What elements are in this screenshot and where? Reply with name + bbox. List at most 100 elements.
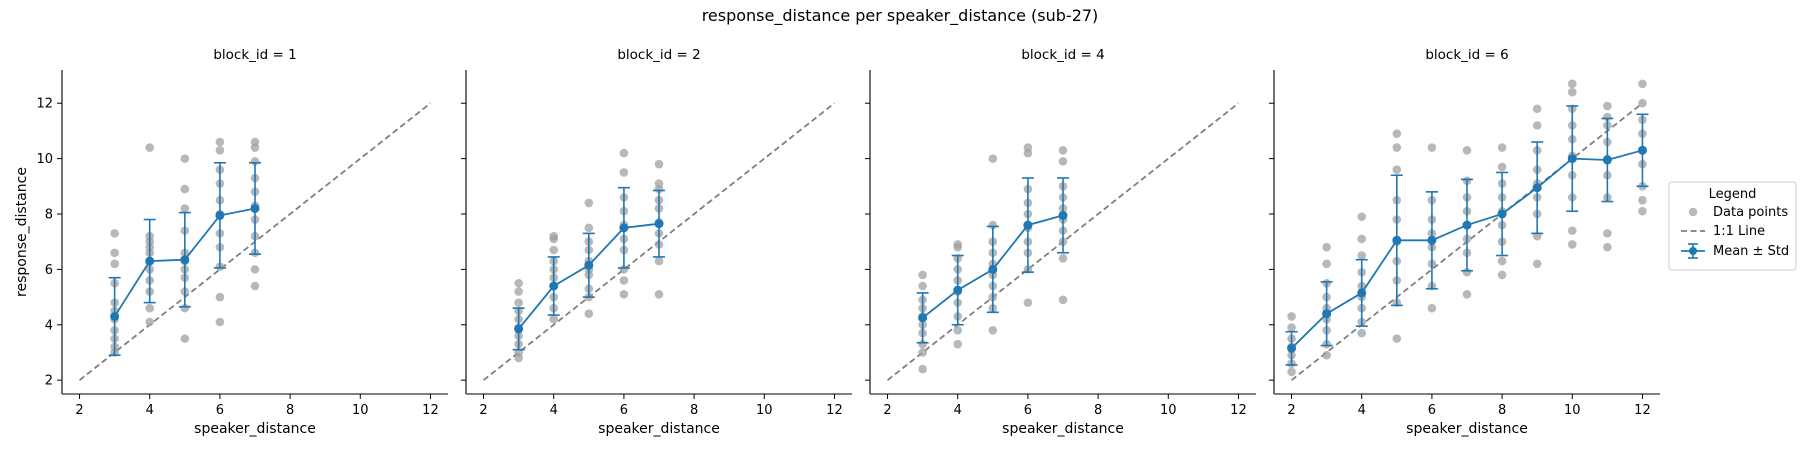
mean-marker [145, 256, 155, 266]
panel-4: block_id = 6 2 4 6 8 10 12 speaker_distance [1269, 47, 1660, 437]
y-tick-label: 6 [45, 263, 53, 278]
data-point [654, 179, 664, 188]
data-point [654, 256, 664, 266]
mean-marker [1023, 220, 1033, 230]
data-point [1567, 226, 1577, 235]
data-point [549, 245, 559, 255]
mean-marker [180, 255, 190, 265]
mean-marker [918, 313, 928, 323]
data-point [1023, 298, 1033, 307]
x-tick-label: 6 [620, 403, 628, 418]
mean-marker [1602, 155, 1612, 165]
data-point [619, 148, 629, 158]
data-point [654, 290, 664, 299]
x-tick-label: 10 [1564, 403, 1581, 418]
data-point [1497, 270, 1507, 280]
data-point [1058, 146, 1068, 155]
mean-marker [549, 281, 559, 291]
data-point [1638, 206, 1647, 216]
data-point [1287, 323, 1296, 332]
mean-marker [1392, 235, 1402, 245]
y-tick-label: 12 [36, 97, 53, 112]
mean-marker [514, 324, 524, 334]
data-point [1023, 143, 1033, 152]
y-axis-title: response_distance [14, 167, 30, 297]
data-point [953, 326, 963, 335]
data-point [1392, 129, 1402, 138]
x-tick-label: 2 [883, 403, 891, 418]
legend-label: 1:1 Line [1713, 224, 1765, 239]
x-tick-label: 2 [1287, 403, 1295, 418]
data-point [1603, 101, 1612, 111]
legend-label: Mean ± Std [1713, 244, 1789, 259]
figure-title: response_distance per speaker_distance (… [702, 6, 1099, 26]
mean-marker [1357, 288, 1367, 298]
data-point [180, 154, 190, 163]
data-point [215, 292, 225, 302]
y-tick-label: 10 [36, 152, 53, 167]
mean-marker [1427, 235, 1437, 245]
x-axis-title: speaker_distance [598, 421, 720, 437]
data-point [1058, 295, 1068, 305]
x-tick-label: 6 [1428, 403, 1436, 418]
x-axis-title: speaker_distance [1002, 421, 1124, 437]
data-point [1357, 328, 1367, 338]
data-point [549, 314, 559, 324]
data-point [145, 303, 155, 313]
panel-2: block_id = 2 2 4 6 8 10 12 speaker_distance [461, 47, 852, 437]
x-tick-label: 12 [1230, 403, 1247, 418]
x-tick-label: 4 [954, 403, 962, 418]
data-point [1322, 350, 1331, 360]
data-point [1532, 259, 1542, 269]
data-point [1462, 146, 1472, 155]
x-tick-label: 2 [479, 403, 487, 418]
data-point [1567, 87, 1577, 97]
data-point [1638, 98, 1647, 108]
mean-marker [1287, 343, 1297, 353]
mean-marker [654, 219, 664, 229]
data-point [1567, 240, 1577, 249]
data-point [1392, 165, 1402, 174]
data-point [1603, 229, 1612, 238]
data-point [619, 290, 629, 299]
mean-marker [110, 311, 120, 321]
data-point [1638, 79, 1647, 89]
legend-marker-data-points [1688, 207, 1698, 217]
data-point [1497, 143, 1507, 152]
panel-title: block_id = 1 [213, 47, 296, 63]
legend-label: Data points [1713, 205, 1788, 220]
data-point [918, 270, 927, 280]
data-point [584, 309, 594, 318]
data-point [1532, 104, 1542, 114]
data-point [1058, 157, 1068, 166]
data-point [180, 334, 190, 343]
data-point [1287, 312, 1296, 321]
x-tick-label: 10 [352, 403, 369, 418]
data-point [1392, 334, 1402, 343]
mean-marker [953, 285, 963, 295]
data-point [514, 278, 523, 288]
mean-marker [619, 223, 629, 233]
data-point [1322, 242, 1331, 252]
mean-marker [1637, 145, 1647, 155]
data-point [145, 143, 155, 152]
data-point [1567, 79, 1577, 89]
data-point [1497, 256, 1507, 266]
data-point [918, 281, 927, 291]
data-point [918, 348, 927, 357]
data-point [1497, 162, 1507, 172]
x-tick-label: 12 [422, 403, 439, 418]
data-point [1427, 143, 1437, 152]
mean-marker [215, 210, 225, 220]
legend-frame [1668, 181, 1797, 271]
x-axis-title: speaker_distance [1406, 421, 1528, 437]
mean-marker [988, 264, 998, 274]
panel-title: block_id = 2 [617, 47, 700, 63]
mean-marker [1567, 154, 1577, 164]
x-tick-label: 6 [1024, 403, 1032, 418]
data-point [619, 168, 629, 177]
data-point [953, 339, 963, 349]
panel-1: block_id = 1 2 4 6 8 10 12 2 4 6 8 10 12 speaker_dist… [14, 47, 448, 437]
y-tick-label: 2 [45, 374, 53, 389]
